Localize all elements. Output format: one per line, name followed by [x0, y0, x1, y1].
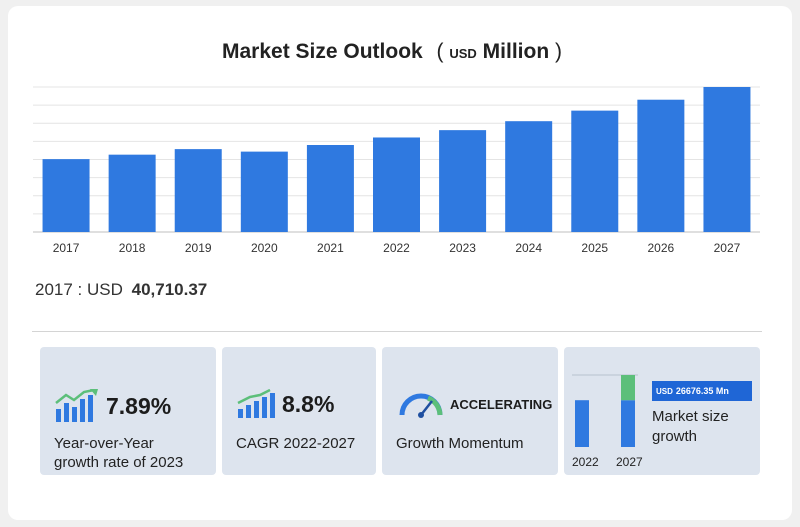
growth-bars-icon [55, 389, 98, 422]
momentum-value: ACCELERATING [450, 396, 553, 412]
chart-title: Market Size Outlook ( USD Million ) [0, 40, 784, 64]
x-tick-2020: 2020 [251, 241, 278, 255]
title-unit-suffix: Million [482, 40, 550, 63]
bar-2026 [637, 99, 685, 233]
x-tick-2022: 2022 [383, 241, 410, 255]
x-tick-2023: 2023 [449, 241, 476, 255]
speedometer-icon [399, 393, 443, 418]
bar-2027 [703, 87, 751, 232]
yoy-card: 7.89% Year-over-Year growth rate of 2023 [40, 347, 216, 475]
momentum-label: Growth Momentum [396, 435, 524, 452]
momentum-metric: ACCELERATING [396, 389, 552, 419]
base-year-note: 2017 : USD 40,710.37 [35, 280, 207, 300]
growth-label: Market size growth [652, 407, 729, 447]
yoy-label-line1: Year-over-Year [54, 435, 154, 452]
cagr-trend-icon [237, 389, 275, 418]
bar-2018 [108, 154, 156, 232]
title-unit: ( USD Million ) [436, 40, 562, 63]
mini-bar-2027-growth [621, 375, 635, 401]
bar-2020 [240, 151, 288, 232]
year-label-2022: 2022 [572, 455, 599, 469]
x-tick-2026: 2026 [648, 241, 675, 255]
bar-2017 [42, 159, 90, 232]
x-tick-2017: 2017 [53, 241, 80, 255]
x-tick-2025: 2025 [581, 241, 608, 255]
x-tick-2021: 2021 [317, 241, 344, 255]
yoy-metric: 7.89% [54, 389, 171, 423]
x-tick-2018: 2018 [119, 241, 146, 255]
growth-badge: USD 26676.35 Mn [652, 381, 752, 401]
badge-unit: USD [656, 387, 673, 396]
bar-2023 [439, 130, 487, 232]
bar-2025 [571, 110, 619, 232]
divider [32, 331, 762, 332]
yoy-value: 7.89% [106, 392, 172, 419]
growth-card: USD 26676.35 Mn Market size growth 2022 2… [564, 347, 760, 475]
year-label-2027: 2027 [616, 455, 643, 469]
bar-2022 [373, 137, 420, 232]
cagr-value: 8.8% [282, 390, 335, 417]
badge-value: 26676.35 Mn [675, 386, 729, 396]
bar-2021 [306, 145, 354, 232]
mini-bar-2022 [575, 400, 589, 447]
cagr-card: 8.8% CAGR 2022-2027 [222, 347, 376, 475]
note-value: 40,710.37 [131, 280, 208, 299]
bar-2024 [505, 121, 553, 232]
growth-mini-chart [572, 374, 638, 447]
note-prefix: 2017 : USD [35, 280, 123, 299]
x-tick-2024: 2024 [515, 241, 542, 255]
yoy-label-line2: growth rate of 2023 [54, 454, 184, 471]
cagr-label: CAGR 2022-2027 [236, 435, 356, 452]
mini-bar-2027-base [621, 400, 635, 447]
x-tick-2027: 2027 [714, 241, 741, 255]
title-text: Market Size Outlook [221, 40, 423, 63]
growth-label-line2: growth [652, 428, 698, 445]
x-tick-2019: 2019 [185, 241, 212, 255]
cagr-metric: 8.8% [236, 389, 334, 419]
momentum-card: ACCELERATING Growth Momentum [382, 347, 558, 475]
bar-2019 [174, 149, 222, 232]
bar-chart: 2017 2018 2019 2020 2021 2022 2023 2024 2025 2026… [33, 86, 760, 255]
growth-label-line1: Market size [652, 408, 729, 425]
title-unit-prefix: USD [449, 46, 477, 61]
